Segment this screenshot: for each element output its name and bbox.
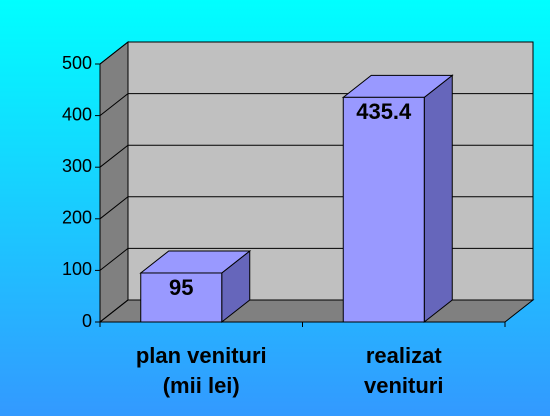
- value-label: 435.4: [356, 99, 412, 124]
- x-tick-label: plan venituri: [136, 343, 267, 368]
- value-label: 95: [169, 275, 193, 300]
- y-tick-label: 400: [62, 104, 92, 124]
- bar-side: [423, 74, 453, 324]
- y-tick-label: 500: [62, 53, 92, 73]
- y-tick-label: 200: [62, 208, 92, 228]
- y-tick-label: 300: [62, 156, 92, 176]
- grid-line: [99, 41, 533, 65]
- x-tick-label: venituri: [364, 373, 443, 398]
- x-tick-label: (mii lei): [163, 373, 240, 398]
- left-wall: [99, 40, 129, 324]
- bar: [140, 272, 223, 323]
- y-tick-label: 100: [62, 259, 92, 279]
- y-tick-label: 0: [82, 311, 92, 331]
- x-tick-label: realizat: [366, 343, 442, 368]
- bar: [342, 96, 425, 323]
